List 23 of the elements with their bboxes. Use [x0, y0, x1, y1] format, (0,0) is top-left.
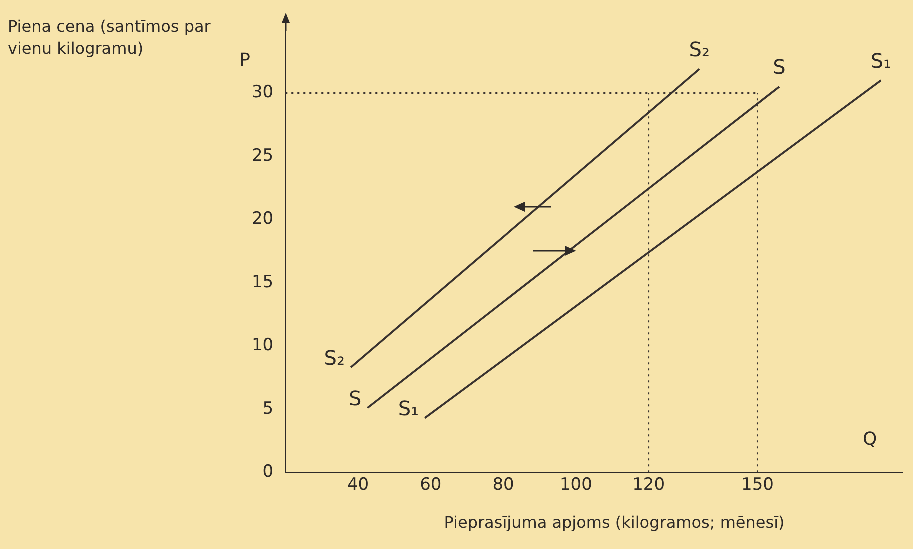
text: S [773, 55, 786, 80]
y-axis-title: Piena cena (santīmos par vienu kilogramu) [8, 17, 211, 58]
series-label: S₂ [324, 346, 345, 370]
x-tick-label: 120 [632, 475, 666, 496]
x-tick-label: 150 [742, 475, 774, 496]
y-tick-label: 20 [252, 209, 274, 230]
series-label: S₁ [398, 396, 420, 420]
series-label: S [349, 386, 362, 410]
annotation: Q [863, 428, 878, 451]
x-axis-title: Pieprasījuma apjoms (kilogramos; mēnesī) [443, 512, 786, 534]
x-tick-label: 60 [420, 475, 442, 496]
text: S₁ [870, 48, 892, 73]
y-tick-label: 15 [252, 272, 274, 292]
x-tick-label: 100 [560, 475, 592, 496]
x-tick-label: 80 [492, 475, 514, 496]
y-tick-label: 0 [262, 462, 274, 482]
text: P [240, 50, 250, 72]
text: S₂ [689, 37, 710, 62]
y-tick-label: 30 [252, 82, 274, 103]
y-tick-label: 5 [262, 398, 274, 419]
y-tick-label: 25 [252, 146, 274, 166]
y-tick-label: 10 [252, 336, 274, 356]
x-tick-label: 40 [347, 475, 370, 496]
